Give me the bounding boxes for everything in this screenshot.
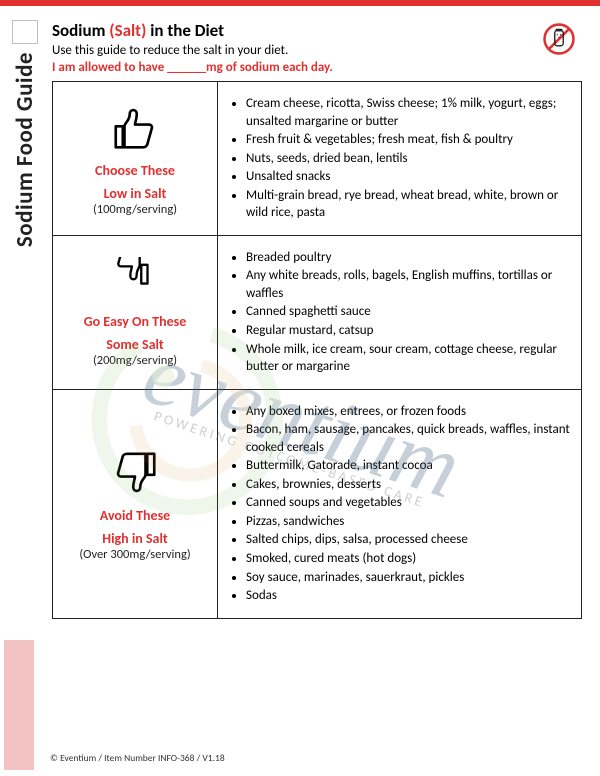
side-checkbox-placeholder xyxy=(12,20,38,44)
main-column: Sodium (Salt) in the Diet Use this guide… xyxy=(46,14,592,746)
list-item: Bacon, ham, sausage, pancakes, quick bre… xyxy=(246,421,571,456)
list-item: Buttermilk, Gatorade, instant cocoa xyxy=(246,457,571,475)
items-list: Breaded poultryAny white breads, rolls, … xyxy=(224,249,571,376)
row-label-sub: (100mg/serving) xyxy=(93,202,177,217)
row-label-top: Go Easy On These xyxy=(84,313,187,330)
row-label-top: Avoid These xyxy=(100,507,170,524)
side-accent-bar xyxy=(4,640,34,770)
row-items-cell: Breaded poultryAny white breads, rolls, … xyxy=(218,236,581,389)
list-item: Any boxed mixes, entrees, or frozen food… xyxy=(246,403,571,421)
list-item: Soy sauce, marinades, sauerkraut, pickle… xyxy=(246,569,571,587)
allowance-line: I am allowed to have ______mg of sodium … xyxy=(52,60,582,75)
row-label-top: Choose These xyxy=(95,162,175,179)
row-label-mid: Low in Salt xyxy=(104,185,167,202)
table-row: Choose These Low in Salt (100mg/serving)… xyxy=(53,82,581,235)
row-items-cell: Cream cheese, ricotta, Swiss cheese; 1% … xyxy=(218,82,581,235)
list-item: Nuts, seeds, dried bean, lentils xyxy=(246,150,571,168)
footer-text: © Eventium / Item Number INFO-368 / V1.1… xyxy=(0,746,600,764)
list-item: Salted chips, dips, salsa, processed che… xyxy=(246,531,571,549)
row-label-cell: Go Easy On These Some Salt (200mg/servin… xyxy=(53,236,218,389)
title-prefix: Sodium xyxy=(52,20,109,41)
list-item: Canned soups and vegetables xyxy=(246,494,571,512)
list-item: Sodas xyxy=(246,587,571,605)
thumbs-down-icon xyxy=(105,445,165,501)
list-item: Whole milk, ice cream, sour cream, cotta… xyxy=(246,341,571,376)
list-item: Unsalted snacks xyxy=(246,168,571,186)
no-salt-icon xyxy=(542,22,576,61)
row-label-sub: (Over 300mg/serving) xyxy=(79,547,190,562)
thumbs-up-icon xyxy=(105,100,165,156)
row-label-sub: (200mg/serving) xyxy=(93,353,177,368)
items-list: Cream cheese, ricotta, Swiss cheese; 1% … xyxy=(224,95,571,222)
list-item: Regular mustard, catsup xyxy=(246,322,571,340)
list-item: Multi-grain bread, rye bread, wheat brea… xyxy=(246,187,571,222)
side-title: Sodium Food Guide xyxy=(11,52,39,247)
items-list: Any boxed mixes, entrees, or frozen food… xyxy=(224,403,571,605)
row-label-cell: Choose These Low in Salt (100mg/serving) xyxy=(53,82,218,235)
page-body: Sodium Food Guide Sodium (Salt) in the D… xyxy=(0,6,600,746)
subtitle: Use this guide to reduce the salt in you… xyxy=(52,43,582,58)
food-table: Choose These Low in Salt (100mg/serving)… xyxy=(52,81,582,619)
page-title: Sodium (Salt) in the Diet xyxy=(52,20,582,41)
side-column: Sodium Food Guide xyxy=(4,14,46,746)
list-item: Canned spaghetti sauce xyxy=(246,303,571,321)
list-item: Cream cheese, ricotta, Swiss cheese; 1% … xyxy=(246,95,571,130)
table-row: Avoid These High in Salt (Over 300mg/ser… xyxy=(53,389,581,618)
list-item: Fresh fruit & vegetables; fresh meat, fi… xyxy=(246,131,571,149)
title-salt: (Salt) xyxy=(109,20,146,41)
row-label-mid: Some Salt xyxy=(106,336,164,353)
list-item: Smoked, cured meats (hot dogs) xyxy=(246,550,571,568)
row-label-cell: Avoid These High in Salt (Over 300mg/ser… xyxy=(53,390,218,618)
list-item: Pizzas, sandwiches xyxy=(246,513,571,531)
row-items-cell: Any boxed mixes, entrees, or frozen food… xyxy=(218,390,581,618)
header: Sodium (Salt) in the Diet Use this guide… xyxy=(52,20,582,75)
list-item: Cakes, brownies, desserts xyxy=(246,476,571,494)
table-row: Go Easy On These Some Salt (200mg/servin… xyxy=(53,235,581,389)
list-item: Any white breads, rolls, bagels, English… xyxy=(246,267,571,302)
row-label-mid: High in Salt xyxy=(102,530,168,547)
title-suffix: in the Diet xyxy=(146,20,224,41)
list-item: Breaded poultry xyxy=(246,249,571,267)
thumbs-side-icon xyxy=(105,257,165,307)
